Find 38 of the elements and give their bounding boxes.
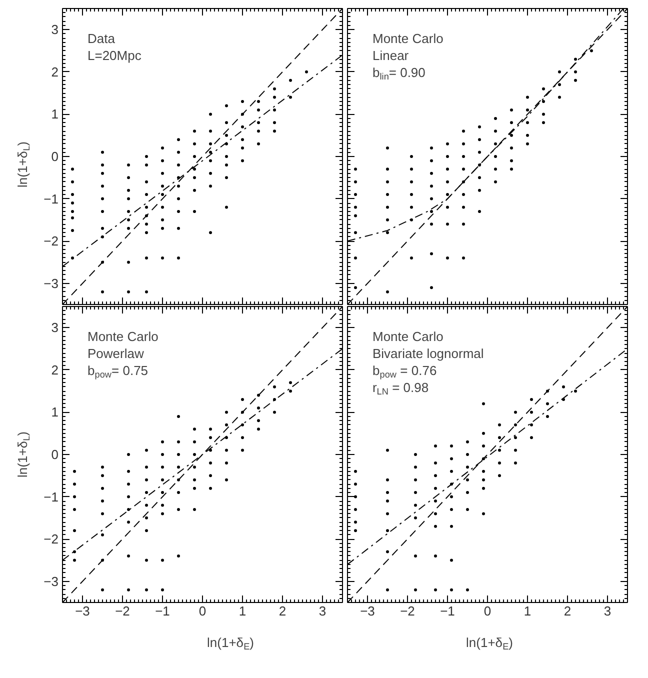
x-tick-label: 3: [604, 604, 612, 618]
annotation: Linear: [372, 48, 410, 63]
y-tick-label: 2: [51, 64, 59, 80]
y-tick-label: 1: [51, 106, 59, 122]
x-tick-label: 0: [198, 604, 206, 618]
x-tick-label: 1: [238, 604, 246, 618]
x-tick-label: −2: [400, 604, 415, 618]
annotation: Monte Carlo: [372, 329, 444, 344]
annotation: Bivariate lognormal: [372, 346, 484, 361]
x-tick-label: −1: [155, 604, 170, 618]
y-axis-title: ln(1+δL): [15, 141, 32, 188]
y-tick-label: 0: [51, 447, 59, 462]
y-tick-label: −2: [44, 532, 59, 547]
y-tick-label: −2: [44, 234, 59, 249]
annotation: Powerlaw: [88, 346, 144, 361]
y-tick-label: −3: [44, 574, 59, 589]
x-tick-label: 1: [524, 604, 532, 618]
y-tick-label: 3: [51, 22, 59, 38]
y-tick-label: 2: [51, 362, 59, 378]
y-axis-title: ln(1+δL): [15, 431, 32, 478]
x-tick-label: 2: [564, 604, 572, 618]
x-tick-label: 3: [318, 604, 326, 618]
x-tick-label: 2: [278, 604, 286, 618]
x-tick-label: −3: [360, 604, 375, 618]
x-tick-label: −3: [75, 604, 90, 618]
y-tick-label: −3: [44, 276, 59, 291]
annotation: Data: [88, 31, 116, 46]
x-tick-label: −1: [440, 604, 455, 618]
y-tick-label: 3: [51, 320, 59, 336]
y-tick-label: 0: [51, 149, 59, 164]
y-tick-label: −1: [44, 489, 59, 504]
x-tick-label: 0: [484, 604, 492, 618]
x-tick-label: −2: [115, 604, 130, 618]
annotation: Monte Carlo: [88, 329, 158, 344]
annotation: Monte Carlo: [372, 31, 444, 46]
y-tick-label: −1: [44, 191, 59, 206]
annotation: L=20Mpc: [88, 48, 142, 63]
y-tick-label: 1: [51, 404, 59, 420]
